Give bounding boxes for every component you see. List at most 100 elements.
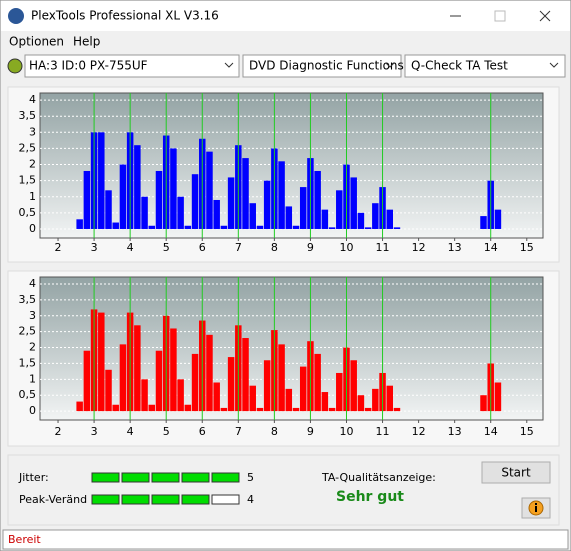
drive-icon (7, 58, 23, 74)
bar (364, 227, 372, 229)
bar (328, 227, 336, 229)
x-tick-label: 9 (307, 241, 314, 254)
bar (213, 199, 220, 229)
y-tick-label: 0 (29, 404, 36, 417)
y-tick-label: 2,5 (19, 325, 37, 338)
level-segment (91, 494, 120, 505)
menu-item[interactable]: Optionen (9, 35, 64, 49)
bar (112, 222, 119, 229)
x-tick-label: 3 (91, 425, 98, 438)
bar (191, 174, 199, 229)
bar (314, 353, 321, 412)
level-segment (181, 472, 210, 483)
y-tick-label: 2,5 (19, 141, 37, 154)
x-tick-label: 9 (307, 425, 314, 438)
level-segment (121, 494, 150, 505)
status-text: Bereit (8, 533, 41, 546)
bar (336, 190, 343, 229)
bar (170, 328, 177, 412)
x-tick-label: 13 (448, 241, 462, 254)
bar (350, 177, 357, 229)
bar (292, 407, 300, 412)
bar (249, 203, 256, 229)
bar (170, 148, 177, 229)
bar (278, 344, 285, 412)
y-tick-label: 0 (29, 222, 36, 235)
level-segment (121, 472, 150, 483)
bar (177, 379, 184, 412)
bar (357, 212, 365, 229)
x-tick-label: 2 (55, 241, 62, 254)
bar (357, 395, 365, 412)
y-tick-label: 1 (29, 372, 36, 385)
results-panel (7, 454, 560, 526)
bar (393, 227, 401, 229)
menu-item[interactable]: Help (73, 35, 100, 49)
bar (206, 151, 213, 229)
bar (98, 132, 105, 229)
bar (155, 350, 163, 412)
maximize[interactable] (494, 10, 506, 22)
bar (134, 325, 141, 412)
y-tick-label: 2 (29, 341, 36, 354)
bar (292, 225, 300, 229)
bar (336, 372, 343, 412)
x-tick-label: 6 (199, 425, 206, 438)
x-tick-label: 8 (271, 425, 278, 438)
bar (98, 312, 105, 412)
quality-value: Sehr gut (336, 489, 404, 505)
bar (112, 404, 119, 412)
y-tick-label: 3,5 (19, 109, 37, 122)
x-tick-label: 4 (127, 241, 134, 254)
bar (256, 225, 264, 229)
bar (148, 404, 156, 412)
y-tick-label: 3 (29, 309, 36, 322)
info-icon-dot (535, 503, 537, 505)
bar (386, 209, 394, 229)
dropdown-arrow (549, 62, 559, 68)
bar (155, 170, 163, 229)
test-select[interactable] (404, 54, 566, 78)
bar (372, 203, 379, 229)
x-tick-label: 7 (235, 241, 242, 254)
bar (119, 344, 127, 412)
bar (480, 395, 487, 412)
x-tick-label: 15 (520, 241, 534, 254)
bar (220, 407, 228, 412)
x-tick-label: 7 (235, 425, 242, 438)
x-tick-label: 14 (484, 425, 498, 438)
bar (278, 161, 285, 229)
bar (494, 382, 502, 412)
bar (213, 382, 220, 412)
bar (141, 379, 148, 412)
x-tick-label: 2 (55, 425, 62, 438)
x-tick-label: 5 (163, 241, 170, 254)
drive-select[interactable] (24, 54, 240, 78)
function-label: DVD Diagnostic Functions (249, 59, 404, 73)
bar (386, 385, 394, 412)
bar (299, 366, 307, 412)
start-label: Start (501, 466, 531, 480)
function-select[interactable] (242, 54, 402, 78)
y-tick-label: 1,5 (19, 174, 37, 187)
x-tick-label: 6 (199, 241, 206, 254)
bar (321, 209, 329, 229)
bar (83, 350, 91, 412)
bar (134, 145, 141, 229)
bar (299, 187, 307, 229)
close[interactable] (539, 10, 551, 22)
x-tick-label: 10 (339, 425, 353, 438)
bar (372, 388, 379, 412)
drive-label: HA:3 ID:0 PX-755UF (29, 59, 148, 73)
level-value: 5 (247, 471, 254, 484)
y-tick-label: 0,5 (19, 206, 37, 219)
bar (191, 353, 199, 412)
x-tick-label: 10 (339, 241, 353, 254)
bar (256, 407, 264, 412)
level-segment (211, 472, 240, 483)
start-button[interactable] (481, 461, 551, 484)
bar (480, 216, 487, 229)
level-segment (91, 472, 120, 483)
level-segment (211, 494, 240, 505)
